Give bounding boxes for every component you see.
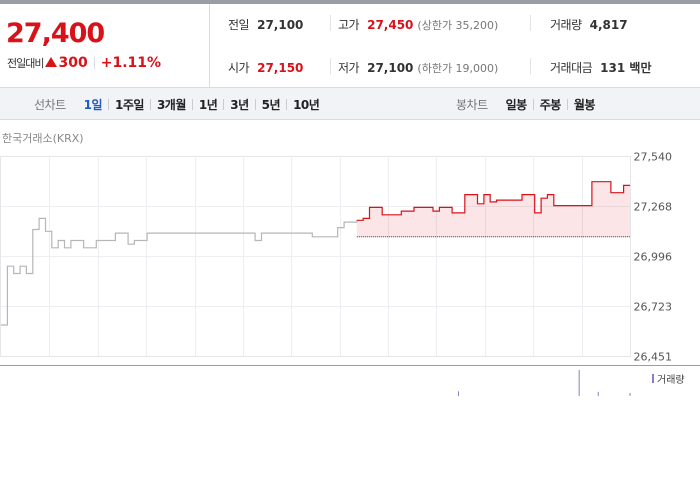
volume-legend-swatch — [652, 373, 654, 383]
period-1d-tab[interactable]: 1일 — [83, 97, 103, 112]
stat-label: 거래대금 — [550, 61, 593, 75]
chart-toolbar: 선차트 1일 1주일 3개월 1년 3년 5년 10년 봉차트 일봉 주봉 월봉 — [0, 88, 700, 120]
monthly-candle-tab[interactable]: 월봉 — [573, 97, 596, 112]
volume-legend-label: 거래량 — [657, 374, 685, 386]
stat-value: 27,450 — [367, 18, 414, 32]
y-tick-label: 27,268 — [634, 201, 673, 214]
stat-label: 전일 — [228, 18, 250, 32]
exchange-label: 한국거래소(KRX) — [2, 132, 84, 145]
top-border — [0, 0, 700, 4]
stat-low: 저가 27,100 (하한가 19,000) — [338, 59, 498, 76]
stat-value: 27,100 — [257, 18, 304, 32]
divider — [330, 15, 331, 31]
stat-high: 고가 27,450 (상한가 35,200) — [338, 16, 498, 33]
divider — [530, 58, 531, 74]
divider — [530, 15, 531, 31]
stat-label: 고가 — [338, 18, 360, 32]
volume-legend: 거래량 — [652, 372, 685, 386]
tab-divider — [223, 98, 225, 110]
current-price: 27,400 — [6, 18, 105, 49]
y-tick-label: 26,723 — [634, 301, 673, 314]
price-line-early — [1, 217, 358, 326]
change-percent: +1.11% — [100, 55, 162, 71]
line-chart-title: 선차트 — [34, 97, 66, 112]
candle-chart-title: 봉차트 — [456, 97, 488, 112]
period-1w-tab[interactable]: 1주일 — [115, 97, 144, 112]
y-tick-label: 26,451 — [634, 351, 673, 364]
stat-label: 거래량 — [550, 18, 582, 32]
candle-chart-periods: 봉차트 일봉 주봉 월봉 — [456, 88, 601, 120]
change-divider — [93, 57, 95, 69]
period-1y-tab[interactable]: 1년 — [198, 97, 218, 112]
price-line-recent — [356, 181, 630, 221]
change-row: 전일대비 300 +1.11% — [7, 54, 161, 72]
stat-limit: (하한가 19,000) — [417, 62, 499, 75]
stat-trade-value: 거래대금 131 백만 — [550, 59, 651, 76]
tab-divider — [254, 98, 256, 110]
stat-prev-close: 전일 27,100 — [228, 16, 303, 33]
change-label: 전일대비 — [7, 57, 44, 70]
plot-frame — [0, 156, 631, 357]
stat-value: 131 백만 — [600, 61, 652, 75]
period-3m-tab[interactable]: 3개월 — [156, 97, 186, 112]
divider — [330, 58, 331, 74]
line-chart-periods: 선차트 1일 1주일 3개월 1년 3년 5년 10년 — [34, 88, 325, 120]
weekly-candle-tab[interactable]: 주봉 — [539, 97, 562, 112]
y-tick-label: 26,996 — [634, 251, 673, 264]
daily-candle-tab[interactable]: 일봉 — [505, 97, 528, 112]
tab-divider — [566, 98, 568, 110]
stat-value: 27,150 — [257, 61, 304, 75]
stat-label: 저가 — [338, 61, 360, 75]
tab-divider — [191, 98, 193, 110]
period-5y-tab[interactable]: 5년 — [261, 97, 281, 112]
up-triangle-icon — [45, 57, 58, 67]
period-10y-tab[interactable]: 10년 — [293, 97, 320, 112]
y-tick-label: 27,540 — [634, 151, 673, 164]
tab-divider — [108, 98, 110, 110]
stat-limit: (상한가 35,200) — [417, 19, 499, 32]
tab-divider — [286, 98, 288, 110]
change-value: 300 — [58, 55, 88, 71]
current-price-box: 27,400 전일대비 300 +1.11% — [0, 4, 210, 88]
tab-divider — [149, 98, 151, 110]
price-area-fill — [356, 181, 630, 237]
stat-volume: 거래량 4,817 — [550, 16, 628, 33]
stat-label: 시가 — [228, 61, 250, 75]
price-summary: 27,400 전일대비 300 +1.11% 전일 27,100 고가 27,4… — [0, 4, 700, 88]
stat-open: 시가 27,150 — [228, 59, 303, 76]
tab-divider — [532, 98, 534, 110]
stat-value: 4,817 — [589, 18, 628, 32]
stat-value: 27,100 — [367, 61, 414, 75]
period-3y-tab[interactable]: 3년 — [230, 97, 249, 112]
